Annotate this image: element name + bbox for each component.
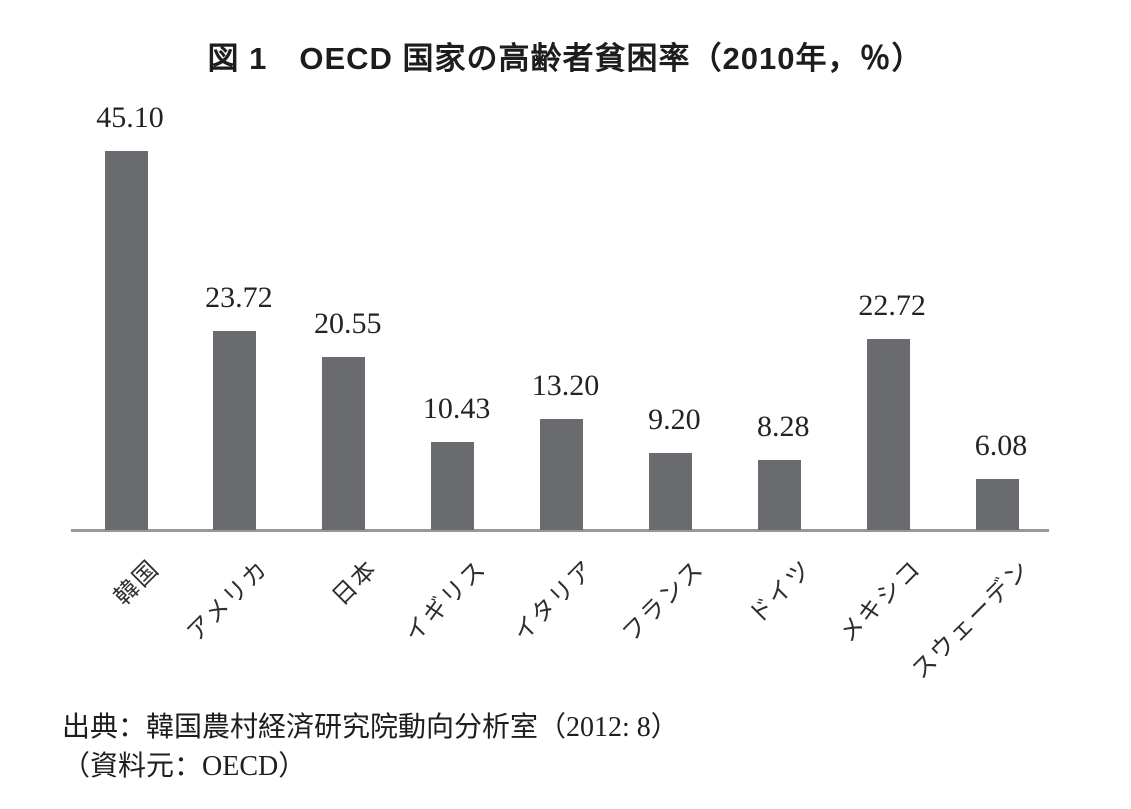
bar-value-label: 8.28 [757, 410, 810, 443]
bar-value-label: 20.55 [314, 307, 382, 340]
bar [213, 331, 257, 530]
bar-category-label: イギリス [399, 555, 492, 648]
chart-title: 図 1 OECD 国家の高齢者貧困率（2010年，％） [207, 41, 924, 76]
bar [648, 453, 692, 530]
bar-category-label: アメリカ [182, 555, 274, 647]
bar-category-label: 韓国 [109, 555, 166, 611]
x-axis-line [71, 529, 1049, 532]
bar-category-label: メキシコ [835, 555, 928, 648]
bar-value-label: 22.72 [858, 289, 926, 322]
bar [866, 339, 910, 530]
bar [431, 442, 475, 530]
bar [322, 357, 366, 530]
source-note: 出典：韓国農村経済研究院動向分析室（2012: 8） （資料元：OECD） [62, 708, 679, 786]
bar-category-label: フランス [617, 555, 710, 648]
bar-value-label: 10.43 [422, 392, 491, 425]
bar-value-label: 6.08 [974, 429, 1028, 462]
bar-value-label: 13.20 [531, 369, 600, 402]
bar-value-label: 9.20 [648, 403, 701, 436]
source-line-2: （資料元：OECD） [62, 751, 307, 782]
bar-category-label: ドイツ [744, 555, 819, 630]
bar-value-label: 23.72 [205, 281, 273, 314]
bar [975, 479, 1019, 530]
bar [540, 419, 583, 530]
bar [104, 151, 148, 530]
bar [757, 460, 801, 530]
bar-category-label: イタリア [509, 555, 601, 647]
bar-category-label: 日本 [327, 555, 383, 611]
source-line-1: 出典：韓国農村経済研究院動向分析室（2012: 8） [62, 712, 679, 743]
bar-value-label: 45.10 [96, 101, 164, 134]
